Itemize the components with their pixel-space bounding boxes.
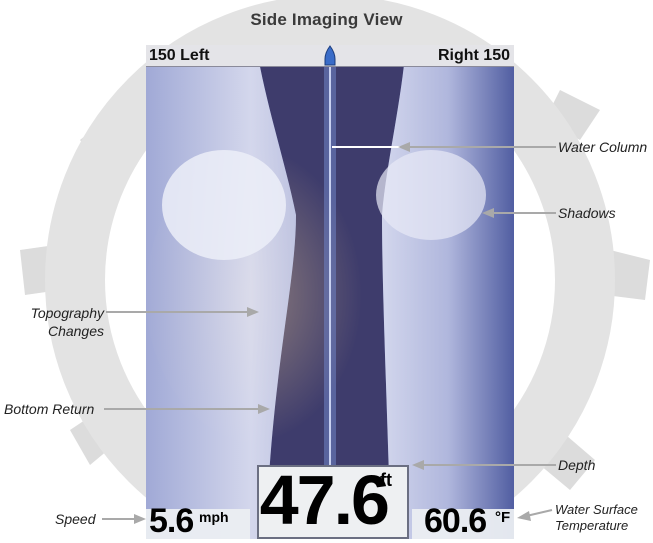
right-range-label: Right 150 xyxy=(437,47,510,64)
range-bar: 150 Left Right 150 xyxy=(146,45,514,67)
callout-topography-line1: Topography xyxy=(30,305,104,321)
callout-water-surface-temperature: Water Surface Temperature xyxy=(555,502,638,534)
callout-speed: Speed xyxy=(55,511,96,527)
callout-water-surface-line2: Temperature xyxy=(555,518,629,533)
callout-water-surface-line1: Water Surface xyxy=(555,502,638,517)
callout-water-column: Water Column xyxy=(558,139,648,155)
diagram-title: Side Imaging View xyxy=(250,10,403,29)
speed-arrow xyxy=(134,514,146,524)
callout-topography: Topography Changes xyxy=(18,304,104,340)
water-column-arrow xyxy=(398,142,410,152)
temperature-readout-box xyxy=(412,509,514,539)
depth-unit: ft xyxy=(380,470,392,490)
shadows-arrow xyxy=(482,208,494,218)
temperature-unit: °F xyxy=(495,509,511,526)
boat-icon xyxy=(324,45,336,66)
temperature-arrow xyxy=(517,511,531,521)
topography-arrow xyxy=(247,307,259,317)
callout-bottom-return: Bottom Return xyxy=(4,401,95,417)
sonar-display xyxy=(146,45,514,539)
speed-unit: mph xyxy=(199,509,229,525)
left-range-label: 150 Left xyxy=(149,47,210,64)
sonar-image xyxy=(146,45,514,539)
speed-value: 5.6 xyxy=(149,502,194,540)
depth-value: 47.6 xyxy=(259,461,390,539)
speed-readout-box xyxy=(146,509,250,539)
callout-shadows: Shadows xyxy=(558,205,616,221)
depth-arrow xyxy=(412,460,424,470)
depth-readout-box xyxy=(257,465,409,539)
temperature-value: 60.6 xyxy=(424,502,487,540)
bottom-return-arrow xyxy=(258,404,270,414)
callout-topography-line2: Changes xyxy=(47,323,104,339)
callout-depth: Depth xyxy=(558,457,596,473)
